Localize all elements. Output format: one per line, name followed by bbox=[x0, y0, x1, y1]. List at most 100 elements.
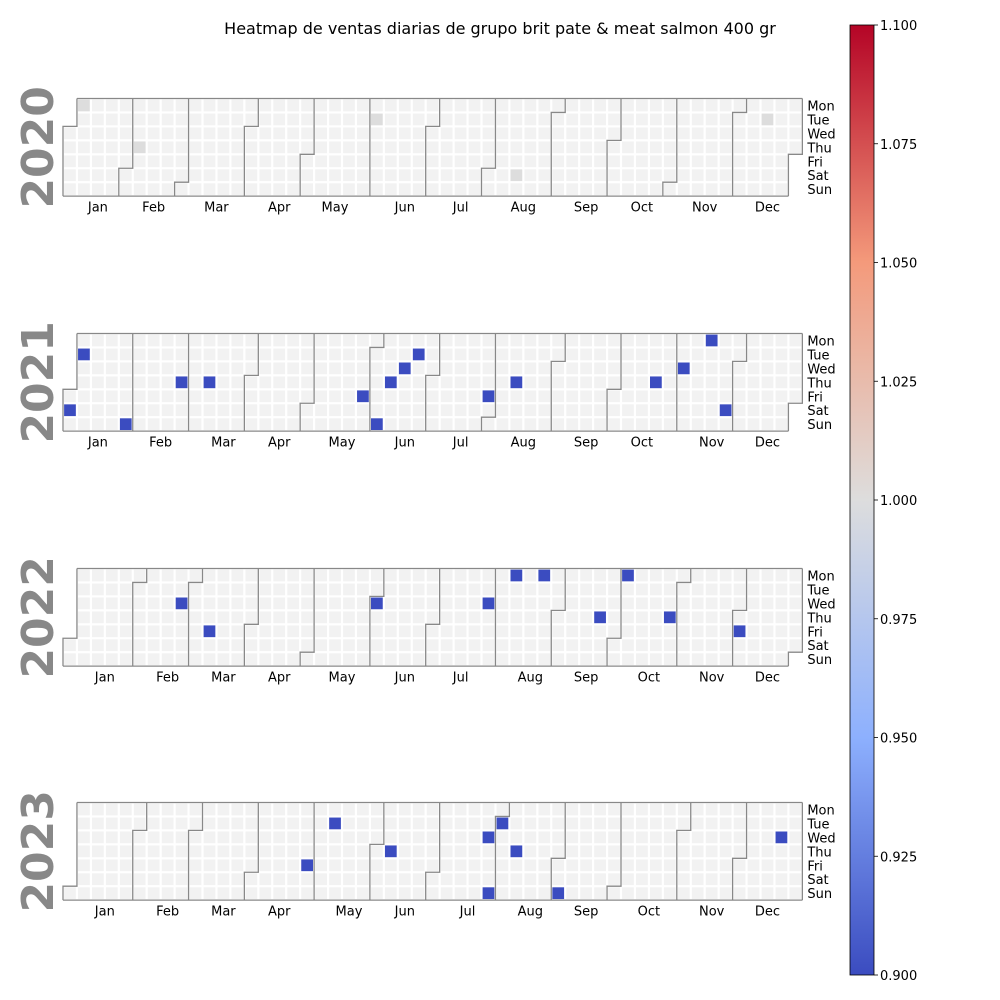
day-cell bbox=[747, 390, 760, 403]
day-cell bbox=[343, 873, 355, 886]
day-cell bbox=[357, 183, 369, 196]
day-cell bbox=[78, 390, 90, 403]
day-cell bbox=[719, 183, 732, 196]
day-cell bbox=[287, 831, 300, 844]
day-cell bbox=[147, 334, 160, 347]
day-cell bbox=[636, 845, 648, 858]
day-cell bbox=[371, 155, 383, 168]
month-label-apr: Apr bbox=[268, 436, 291, 451]
day-cell bbox=[398, 404, 411, 417]
day-cell bbox=[105, 653, 118, 666]
day-cell bbox=[594, 887, 606, 900]
day-cell bbox=[398, 583, 411, 596]
day-cell bbox=[78, 183, 90, 196]
day-cell bbox=[538, 169, 551, 182]
day-cell bbox=[105, 183, 118, 196]
day-cell bbox=[608, 653, 620, 666]
day-cell bbox=[622, 887, 634, 900]
day-cell bbox=[329, 831, 341, 844]
day-cell bbox=[161, 569, 174, 582]
day-cell bbox=[552, 404, 565, 417]
day-cell bbox=[594, 127, 606, 140]
day-cell-with-value bbox=[203, 376, 216, 389]
day-cell bbox=[691, 127, 704, 140]
month-boundary-line bbox=[606, 333, 622, 432]
day-cell bbox=[733, 141, 746, 154]
day-cell bbox=[175, 569, 188, 582]
day-cell bbox=[64, 155, 76, 168]
day-cell bbox=[315, 141, 327, 154]
weekday-label-sat: Sat bbox=[807, 404, 828, 419]
day-cell bbox=[496, 569, 509, 582]
month-boundary-line bbox=[132, 568, 148, 667]
day-cell bbox=[175, 583, 188, 596]
day-cell bbox=[761, 376, 774, 389]
panel-outline-right bbox=[787, 568, 803, 667]
day-cell bbox=[426, 404, 439, 417]
day-cell bbox=[231, 362, 244, 375]
day-cell bbox=[245, 334, 258, 347]
day-cell bbox=[524, 404, 537, 417]
day-cell bbox=[538, 803, 551, 816]
day-cell bbox=[538, 887, 551, 900]
day-cell bbox=[273, 99, 286, 112]
day-cell bbox=[440, 99, 453, 112]
day-cell bbox=[301, 845, 313, 858]
day-cell bbox=[189, 113, 202, 126]
day-cell bbox=[677, 803, 690, 816]
day-cell bbox=[454, 625, 467, 638]
day-cell bbox=[384, 418, 397, 431]
day-cell bbox=[552, 611, 565, 624]
day-cell bbox=[496, 597, 509, 610]
day-cell bbox=[231, 639, 244, 652]
month-labels: Jan Feb Mar Apr May Jun Jul Aug Sep Oct Nov Dec bbox=[87, 201, 780, 216]
day-cell bbox=[663, 127, 676, 140]
day-cell bbox=[343, 348, 355, 361]
day-cell bbox=[608, 845, 620, 858]
day-cell bbox=[245, 390, 258, 403]
day-cell bbox=[510, 653, 523, 666]
day-cell bbox=[552, 569, 565, 582]
day-cell bbox=[273, 113, 286, 126]
day-cell bbox=[161, 127, 174, 140]
day-cell bbox=[398, 611, 411, 624]
day-cell bbox=[412, 653, 425, 666]
day-cell bbox=[78, 817, 90, 830]
day-cell bbox=[161, 583, 174, 596]
day-cell bbox=[371, 183, 383, 196]
day-cell bbox=[64, 653, 76, 666]
day-cell bbox=[147, 803, 160, 816]
day-cell bbox=[371, 859, 383, 872]
day-cell-with-value bbox=[64, 404, 76, 417]
day-cell bbox=[105, 639, 118, 652]
day-cell bbox=[663, 887, 676, 900]
day-cell bbox=[161, 845, 174, 858]
day-cell bbox=[426, 376, 439, 389]
day-cell bbox=[552, 127, 565, 140]
day-cell bbox=[245, 155, 258, 168]
day-cell bbox=[189, 127, 202, 140]
day-cell bbox=[663, 873, 676, 886]
day-cell bbox=[440, 418, 453, 431]
day-cell bbox=[538, 625, 551, 638]
day-cell bbox=[622, 859, 634, 872]
day-cell bbox=[650, 569, 662, 582]
colorbar-tick-label: 1.025 bbox=[880, 375, 917, 390]
day-cell bbox=[566, 348, 579, 361]
day-cell bbox=[384, 169, 397, 182]
month-boundary-line bbox=[369, 802, 385, 901]
day-cell bbox=[566, 99, 579, 112]
day-cell bbox=[719, 831, 732, 844]
day-cell bbox=[691, 583, 704, 596]
day-cell bbox=[636, 625, 648, 638]
day-cell bbox=[231, 625, 244, 638]
day-cell bbox=[329, 127, 341, 140]
day-cell bbox=[775, 583, 788, 596]
day-cell bbox=[496, 141, 509, 154]
day-cell bbox=[357, 653, 369, 666]
day-cell bbox=[343, 887, 355, 900]
day-cell bbox=[315, 803, 327, 816]
day-cell bbox=[426, 390, 439, 403]
day-cell bbox=[789, 376, 802, 389]
day-cell bbox=[482, 334, 495, 347]
